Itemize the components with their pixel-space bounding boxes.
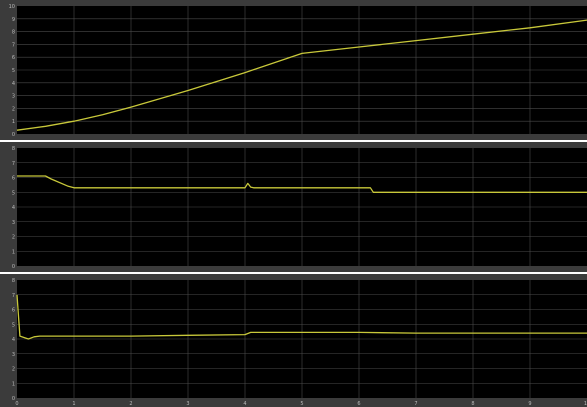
x-tick-label: 8 (471, 401, 474, 407)
y-tick-label: 0 (12, 264, 15, 270)
y-tick-label: 5 (12, 68, 15, 74)
series-line-1 (17, 175, 587, 193)
y-tick-label: 8 (12, 146, 15, 152)
y-tick-label: 6 (12, 55, 15, 61)
y-tick-label: 3 (12, 94, 15, 100)
y-tick-label: 3 (12, 352, 15, 358)
x-tick-label: 5 (300, 401, 303, 407)
y-tick-label: 2 (12, 367, 15, 373)
y-tick-label: 4 (12, 337, 15, 343)
y-tick-label: 1 (12, 119, 15, 125)
x-tick-label: 2 (129, 401, 132, 407)
x-tick-label: 6 (357, 401, 360, 407)
x-tick-label: 9 (528, 401, 531, 407)
series-line-1 (16, 294, 587, 340)
y-tick-label: 5 (12, 190, 15, 196)
x-tick-label: 3 (186, 401, 189, 407)
y-tick-label: 8 (12, 278, 15, 284)
y-tick-label: 9 (12, 17, 15, 23)
scope-panel-2: 0 1 2 3 4 5 6 7 8 (0, 142, 587, 272)
y-tick-label: 10 (9, 4, 15, 10)
scope-panel-3: 0 1 2 3 4 5 6 7 8 0 1 2 3 4 5 6 7 8 9 10 (0, 274, 587, 407)
y-tick-label: 7 (12, 161, 15, 167)
y-tick-label: 3 (12, 220, 15, 226)
x-tick-label: 0 (15, 401, 18, 407)
y-tick-label: 0 (12, 132, 15, 138)
y-tick-label: 7 (12, 293, 15, 299)
y-tick-label: 4 (12, 81, 15, 87)
y-tick-label: 6 (12, 308, 15, 314)
y-tick-label: 2 (12, 235, 15, 241)
y-tick-label: 6 (12, 176, 15, 182)
series-line-1 (16, 19, 587, 131)
x-tick-label: 7 (414, 401, 417, 407)
x-tick-label: 10 (584, 401, 587, 407)
y-tick-label: 7 (12, 42, 15, 48)
x-tick-label: 1 (72, 401, 75, 407)
y-tick-label: 2 (12, 106, 15, 112)
y-tick-label: 0 (12, 396, 15, 402)
y-tick-label: 1 (12, 249, 15, 255)
y-tick-label: 5 (12, 322, 15, 328)
x-tick-label: 4 (243, 401, 246, 407)
y-tick-label: 1 (12, 381, 15, 387)
scope-panel-1: 0 1 2 3 4 5 6 7 8 9 10 (0, 0, 587, 140)
y-tick-label: 8 (12, 30, 15, 36)
y-tick-label: 4 (12, 205, 15, 211)
